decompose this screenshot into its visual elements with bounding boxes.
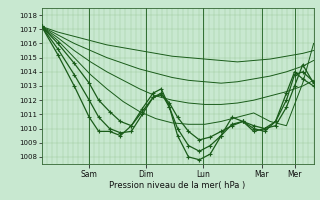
X-axis label: Pression niveau de la mer( hPa ): Pression niveau de la mer( hPa )	[109, 181, 246, 190]
